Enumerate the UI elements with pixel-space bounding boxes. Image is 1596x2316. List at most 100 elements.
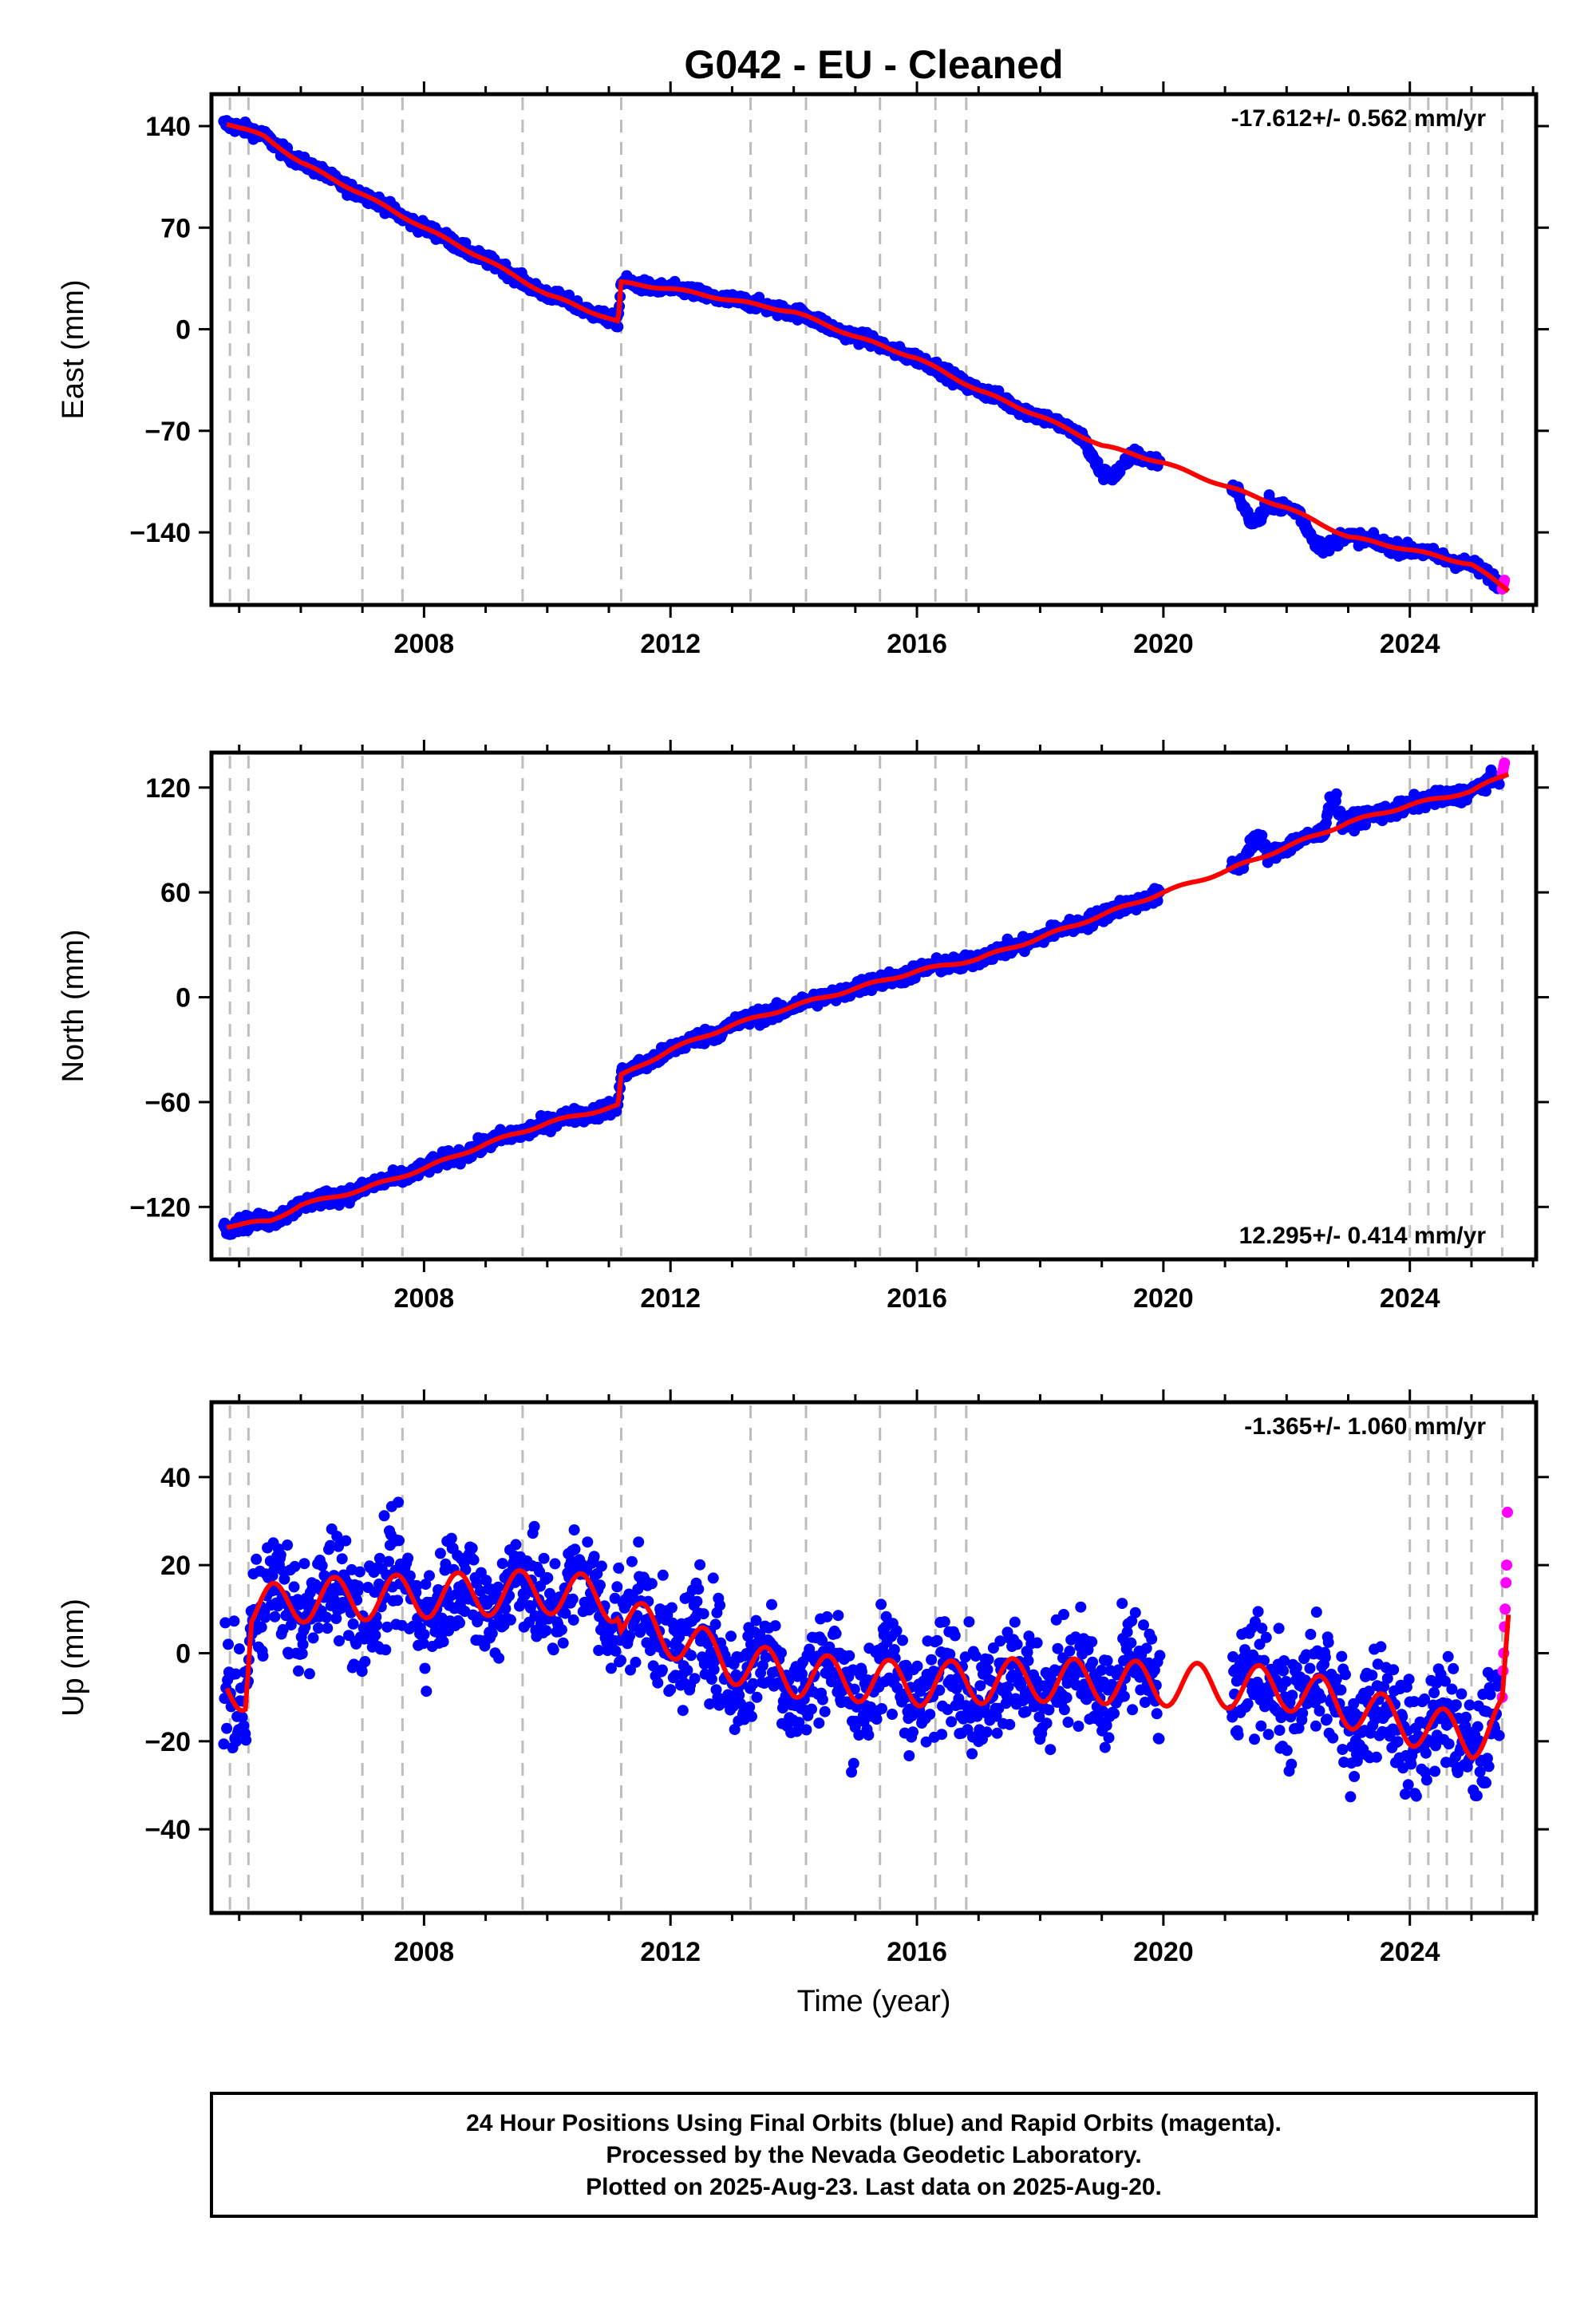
data-point: [911, 1660, 923, 1672]
data-point: [747, 1678, 759, 1690]
data-point: [816, 1694, 828, 1705]
data-point: [863, 1729, 875, 1741]
data-point: [1062, 1717, 1074, 1728]
data-point: [1011, 1638, 1023, 1650]
data-point: [383, 1555, 395, 1567]
data-point: [381, 1621, 393, 1633]
data-point: [1129, 1607, 1141, 1618]
data-point: [1258, 1654, 1270, 1666]
data-point: [437, 1636, 449, 1648]
y-tick-label: −70: [144, 417, 191, 447]
data-point: [298, 1558, 310, 1570]
data-point: [1001, 1690, 1013, 1701]
data-point: [557, 1637, 569, 1649]
data-point: [340, 1535, 352, 1547]
y-tick-label: 140: [145, 112, 191, 142]
data-point: [1242, 1697, 1254, 1709]
data-point: [1252, 1606, 1264, 1618]
data-point: [1330, 1674, 1342, 1685]
data-point: [582, 1536, 594, 1548]
data-point: [1043, 1704, 1055, 1716]
data-point: [496, 1558, 508, 1570]
data-point: [334, 1635, 345, 1646]
data-point: [800, 1724, 812, 1736]
data-point: [605, 1662, 617, 1674]
data-point: [1345, 1791, 1357, 1803]
data-point: [793, 1717, 805, 1729]
data-point: [626, 1555, 638, 1567]
data-point: [1121, 1626, 1133, 1638]
data-point: [318, 1570, 330, 1582]
data-point: [528, 1520, 540, 1532]
figure-title: G042 - EU - Cleaned: [684, 42, 1063, 87]
data-point: [347, 1618, 359, 1630]
data-point: [1140, 1642, 1152, 1654]
data-point: [219, 1617, 231, 1629]
x-tick-label: 2024: [1380, 1283, 1440, 1314]
data-point: [832, 1610, 844, 1622]
data-point: [434, 1547, 446, 1559]
data-point: [595, 1579, 606, 1591]
data-point: [288, 1581, 300, 1593]
data-point: [236, 1711, 248, 1723]
data-point: [806, 1703, 817, 1715]
data-point: [251, 1553, 263, 1565]
data-point: [1041, 1717, 1053, 1729]
data-point: [733, 1690, 745, 1701]
data-point: [813, 1717, 825, 1729]
data-point: [293, 1665, 304, 1677]
rate-label-north: 12.295+/- 0.414 mm/yr: [1239, 1223, 1487, 1249]
data-point: [417, 1638, 429, 1650]
data-point: [1310, 1720, 1321, 1732]
data-point: [504, 1614, 516, 1626]
data-point: [567, 1593, 579, 1605]
data-point: [1366, 1670, 1378, 1682]
data-point: [907, 1726, 918, 1738]
data-point: [1031, 1637, 1043, 1649]
data-point: [1249, 1733, 1260, 1745]
data-point: [1388, 1664, 1400, 1676]
data-point: [944, 1648, 956, 1660]
data-point: [615, 1654, 626, 1666]
data-point: [223, 1638, 234, 1650]
data-point: [1021, 1646, 1033, 1658]
data-point: [1381, 1673, 1393, 1684]
data-point: [519, 1590, 531, 1601]
data-point: [1126, 1615, 1138, 1627]
data-point: [769, 1620, 781, 1632]
data-point: [1096, 1664, 1108, 1676]
data-point: [1330, 788, 1342, 800]
data-point: [981, 1726, 993, 1738]
data-point: [646, 1578, 658, 1590]
data-point: [269, 1611, 281, 1622]
data-point: [316, 1559, 328, 1571]
data-point: [991, 1727, 1003, 1739]
data-point: [1009, 1616, 1021, 1628]
data-point: [847, 1757, 859, 1769]
data-point: [555, 1624, 567, 1636]
x-tick-label: 2020: [1133, 1283, 1194, 1314]
data-point: [542, 1572, 554, 1584]
data-point: [1337, 1744, 1349, 1756]
data-point: [221, 1722, 233, 1734]
data-point: [1273, 1622, 1285, 1634]
data-point: [729, 1724, 741, 1736]
data-point: [735, 1697, 747, 1709]
x-tick-label: 2016: [887, 1283, 947, 1314]
data-point: [1262, 1729, 1274, 1741]
model-curve: [226, 121, 1511, 594]
data-point: [959, 1651, 971, 1663]
data-point: [259, 1611, 271, 1623]
data-point: [411, 1579, 423, 1591]
data-point: [1315, 1692, 1327, 1704]
data-point: [595, 1560, 607, 1572]
data-point: [705, 1646, 717, 1658]
y-axis-label-north: North (mm): [57, 929, 90, 1082]
panel-frame: [209, 92, 1539, 607]
data-point: [1305, 1628, 1317, 1640]
data-point: [549, 1558, 561, 1570]
data-point: [559, 1607, 571, 1619]
data-point: [754, 1629, 766, 1641]
